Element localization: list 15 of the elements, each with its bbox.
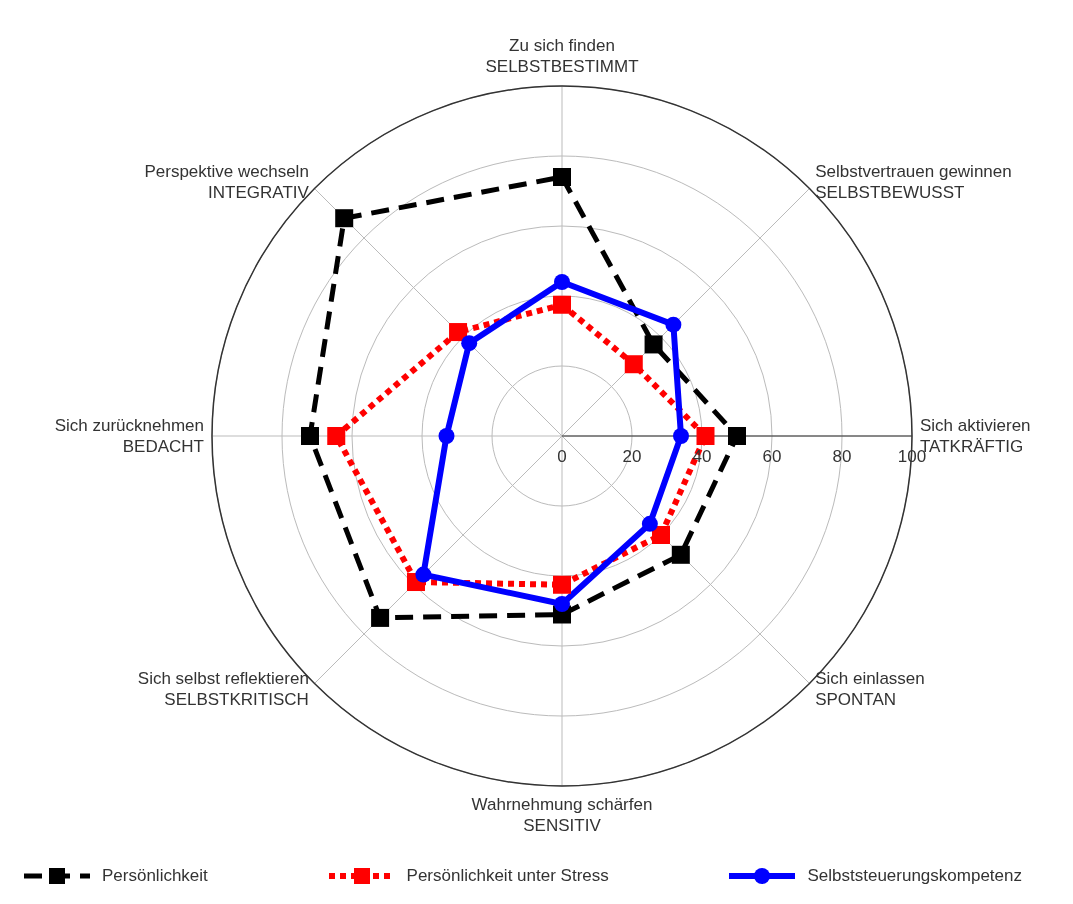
spoke-label: Sich zurücknehmen BEDACHT <box>54 415 204 456</box>
y-tick-label: 0 <box>557 447 567 466</box>
spoke-label: Sich selbst reflektieren SELBSTKRITISCH <box>137 668 309 709</box>
y-tick-label: 20 <box>622 447 642 466</box>
legend-label: Persönlichkeit <box>102 866 208 886</box>
legend-label: Persönlichkeit unter Stress <box>406 866 609 886</box>
spoke-label: Zu sich finden SELBSTBESTIMMT <box>485 36 639 76</box>
y-tick-label: 60 <box>762 447 782 466</box>
y-tick-label: 40 <box>692 447 712 466</box>
spoke-label: Perspektive wechseln INTEGRATIV <box>144 162 310 203</box>
y-tick-label: 80 <box>832 447 852 466</box>
legend-label: Selbststeuerungskompetenz <box>807 866 1022 886</box>
spoke-label: Wahrnehmung schärfen SENSITIV <box>471 795 653 835</box>
spoke-label: Sich einlassen SPONTAN <box>815 668 925 709</box>
spoke-label: Selbstvertrauen gewinnen SELBSTBEWUSST <box>815 162 1012 203</box>
